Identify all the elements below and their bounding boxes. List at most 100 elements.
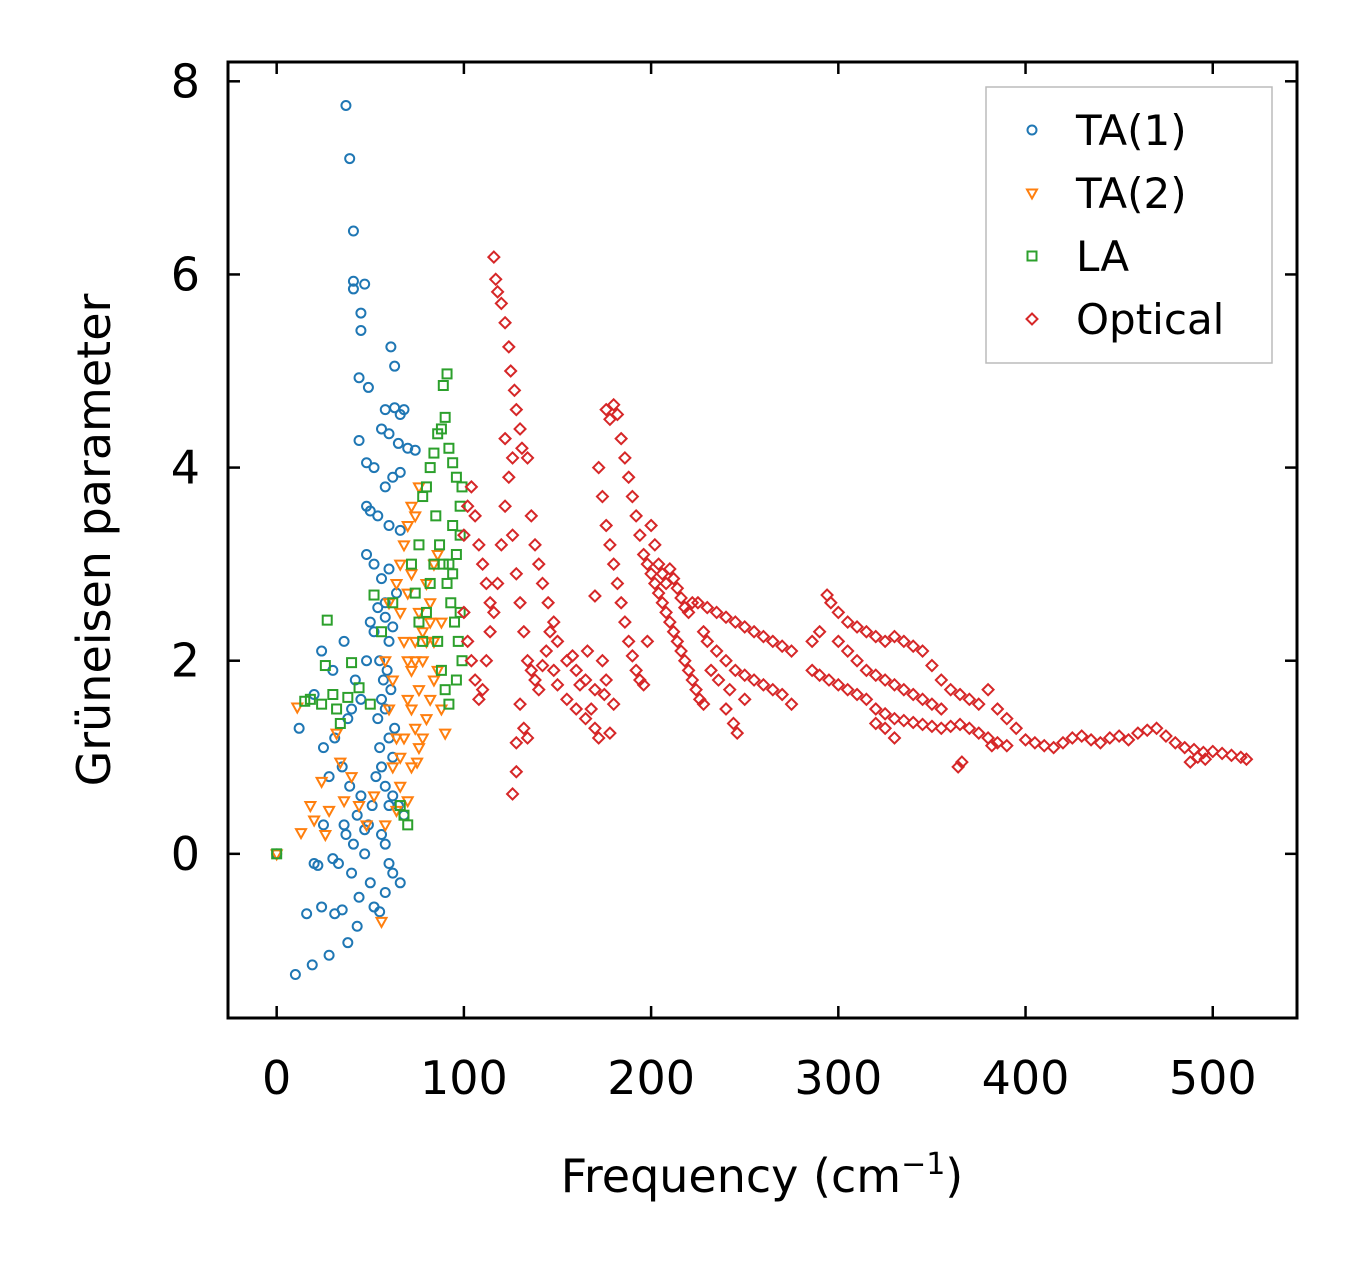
data-point <box>323 771 335 783</box>
data-point <box>347 838 359 850</box>
data-point <box>381 664 393 676</box>
data-point <box>696 624 711 639</box>
data-point <box>376 626 388 638</box>
data-point <box>1149 721 1164 736</box>
data-point <box>674 591 688 605</box>
data-point <box>1121 732 1136 747</box>
data-point <box>588 682 602 697</box>
data-point <box>454 606 466 618</box>
data-point <box>550 634 565 649</box>
data-point <box>301 908 313 920</box>
data-point <box>304 693 316 705</box>
data-point <box>340 829 352 841</box>
y-tick-label: 0 <box>171 827 200 881</box>
data-point <box>450 674 462 686</box>
data-point <box>934 673 949 687</box>
data-point <box>449 616 461 628</box>
data-point <box>617 451 632 465</box>
data-point <box>374 916 389 929</box>
data-point <box>389 578 404 592</box>
data-point <box>915 717 930 732</box>
data-point <box>531 682 546 697</box>
data-point <box>306 959 318 971</box>
data-point <box>565 648 580 663</box>
data-point <box>597 687 612 702</box>
data-point <box>355 324 367 336</box>
data-point <box>934 702 949 716</box>
data-point <box>655 595 670 610</box>
data-point <box>447 457 459 469</box>
data-point <box>332 857 344 869</box>
data-point <box>387 471 399 483</box>
data-point <box>971 726 986 741</box>
data-point <box>359 848 371 860</box>
data-point <box>401 521 415 534</box>
data-point <box>353 682 365 694</box>
data-point <box>408 511 422 524</box>
data-point <box>368 462 380 474</box>
data-point <box>674 644 688 658</box>
data-point <box>505 451 520 465</box>
data-point <box>868 668 883 683</box>
data-point <box>434 539 446 551</box>
data-point <box>709 605 724 620</box>
data-point <box>1168 735 1183 750</box>
data-point <box>331 703 343 715</box>
data-point <box>887 677 902 692</box>
data-point <box>840 644 855 658</box>
legend-marker <box>1025 188 1039 201</box>
data-point <box>603 537 617 552</box>
data-point <box>404 569 419 582</box>
data-point <box>1233 750 1248 765</box>
data-point <box>711 673 726 687</box>
data-point <box>303 801 318 814</box>
data-point <box>726 716 741 731</box>
y-axis-label: Grüneisen parameter <box>67 293 121 786</box>
data-point <box>501 339 516 354</box>
data-point <box>524 663 539 678</box>
data-point <box>382 704 396 717</box>
data-point <box>490 576 505 591</box>
y-tick-label: 4 <box>171 441 200 495</box>
data-point <box>379 404 391 416</box>
data-point <box>610 576 625 591</box>
data-point <box>483 624 498 639</box>
legend-marker <box>1026 124 1038 136</box>
data-point <box>344 772 359 785</box>
data-point <box>428 447 440 459</box>
data-point <box>379 838 391 850</box>
data-point <box>352 801 366 814</box>
data-point <box>413 616 425 628</box>
data-point <box>670 634 685 649</box>
data-point <box>722 682 737 697</box>
data-point <box>394 877 406 889</box>
data-point <box>336 904 348 916</box>
data-point <box>475 682 490 697</box>
data-point <box>447 568 459 580</box>
data-point <box>591 731 606 745</box>
data-point <box>427 675 441 688</box>
data-point <box>906 639 921 654</box>
data-point <box>614 431 629 446</box>
data-point <box>344 780 356 792</box>
data-point <box>878 706 893 721</box>
data-point <box>925 658 939 673</box>
data-point <box>784 697 799 712</box>
data-point <box>737 619 752 634</box>
data-point <box>1018 732 1033 747</box>
data-point <box>383 800 395 812</box>
data-point <box>490 284 505 299</box>
legend-box <box>985 86 1273 364</box>
data-point <box>494 537 509 552</box>
data-point <box>719 610 733 625</box>
data-point <box>685 595 700 610</box>
data-point <box>632 528 647 543</box>
data-point <box>299 695 311 707</box>
data-point <box>323 949 335 961</box>
data-point <box>404 704 419 717</box>
data-point <box>376 423 388 435</box>
data-point <box>423 598 437 611</box>
data-point <box>353 435 365 447</box>
data-point <box>990 702 1005 716</box>
data-point <box>460 634 475 649</box>
